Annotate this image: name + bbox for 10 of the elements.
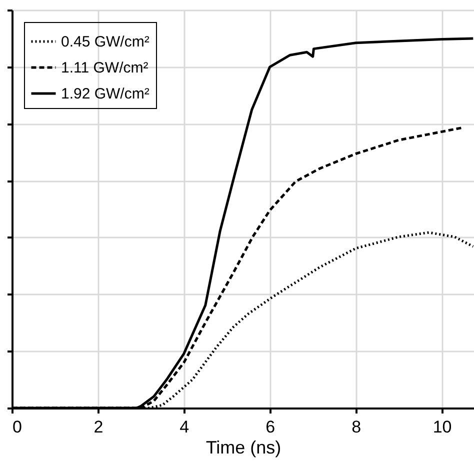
x-tick-label: 4 bbox=[180, 418, 190, 436]
x-tick-label: 8 bbox=[352, 418, 362, 436]
x-tick-label: 2 bbox=[94, 418, 104, 436]
x-tick-label: 6 bbox=[266, 418, 276, 436]
x-tick-label: 0 bbox=[12, 418, 22, 436]
x-tick-label: 10 bbox=[432, 418, 452, 436]
legend-label: 0.45 GW/cm² bbox=[61, 34, 150, 50]
legend-label: 1.92 GW/cm² bbox=[61, 86, 150, 102]
x-axis-title: Time (ns) bbox=[206, 438, 282, 458]
legend-label: 1.11 GW/cm² bbox=[61, 60, 148, 76]
